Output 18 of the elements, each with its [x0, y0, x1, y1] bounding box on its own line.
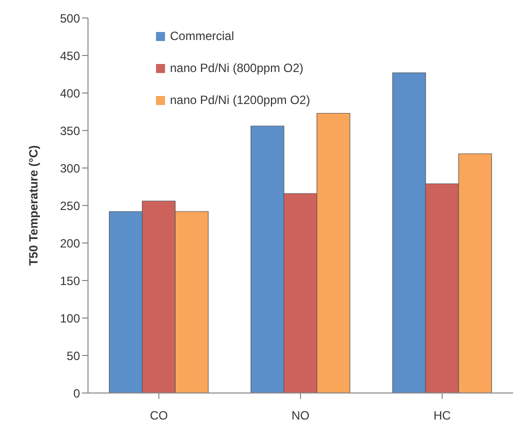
- legend-label: Commercial: [170, 29, 234, 43]
- y-tick-label: 450: [60, 48, 80, 63]
- y-tick-label: 200: [60, 236, 80, 250]
- y-tick-label: 300: [60, 161, 80, 176]
- y-tick-label: 100: [60, 311, 80, 326]
- y-axis-title: T50 Temperature (°C): [26, 145, 40, 266]
- legend-label: nano Pd/Ni (1200ppm O2): [170, 93, 310, 107]
- x-tick-label: HC: [433, 408, 452, 423]
- y-tick-label: 0: [73, 386, 80, 400]
- y-tick-label: 350: [60, 124, 80, 138]
- y-tick-label: 150: [60, 274, 80, 288]
- y-tick-label: 500: [60, 11, 80, 26]
- legend-label: nano Pd/Ni (800ppm O2): [170, 61, 304, 75]
- x-tick-label: NO: [292, 408, 310, 423]
- x-tick-label: CO: [150, 408, 168, 423]
- y-tick-label: 400: [60, 86, 80, 100]
- y-tick-label: 250: [60, 198, 80, 213]
- y-tick-label: 50: [66, 348, 80, 363]
